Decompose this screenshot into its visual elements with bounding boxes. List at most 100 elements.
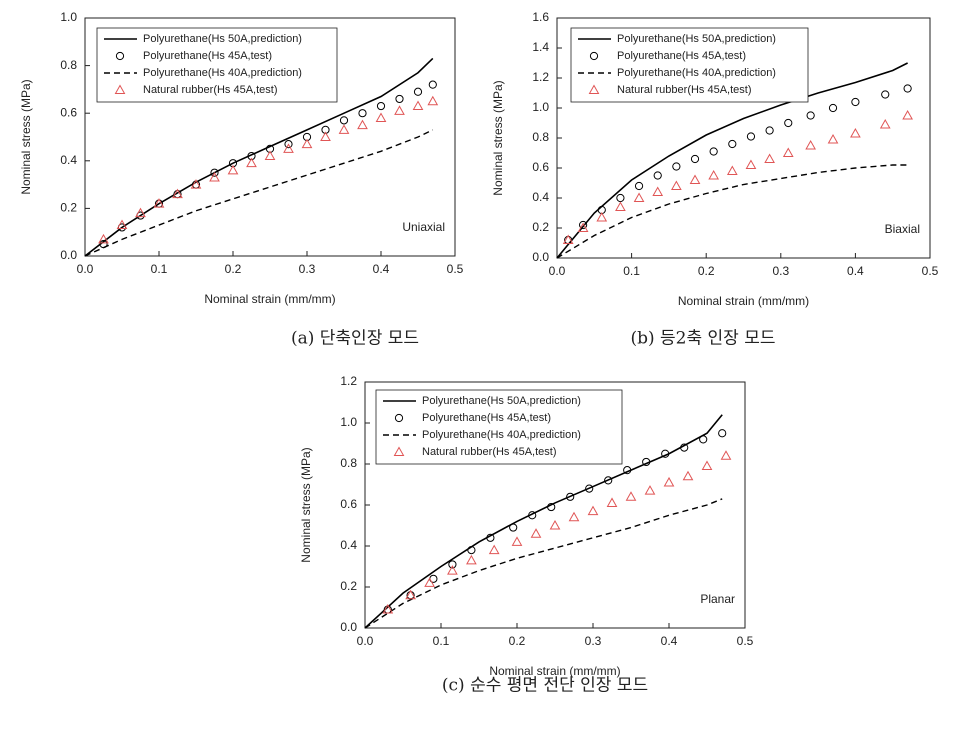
legend-label: Polyurethane(Hs 40A,prediction) [422,429,581,441]
marker [424,577,435,587]
marker [412,100,424,111]
caption: (c) 순수 평면 전단 인장 모드 [442,676,648,696]
legend-label: Polyurethane(Hs 40A,prediction) [617,67,776,79]
marker [405,589,416,600]
marker [320,131,331,141]
y-tick-label: 0.6 [532,160,549,174]
legend-box [570,27,809,103]
marker [745,159,757,169]
marker [623,466,632,475]
marker [172,188,183,199]
x-tick-label: 0.1 [151,262,168,276]
y-tick-label: 1.4 [532,40,549,54]
marker [284,140,293,149]
x-tick-label: 0.5 [737,634,754,648]
marker [190,179,202,189]
marker [672,162,681,171]
y-axis-title: Nominal stress (MPa) [19,79,33,194]
x-tick-label: 0.2 [698,264,715,278]
marker [528,511,537,520]
legend-label: Polyurethane(Hs 40A,prediction) [143,67,302,79]
marker [606,497,618,507]
marker [547,502,556,512]
y-tick-label: 1.2 [532,70,549,84]
marker [827,133,839,144]
marker [784,118,793,128]
marker [720,450,732,460]
marker [690,154,700,164]
marker [116,219,128,230]
x-tick-label: 0.3 [299,262,316,276]
x-tick-label: 0.5 [447,262,464,276]
caption: (b) 등2축 인장 모드 [630,329,775,349]
marker [604,476,613,485]
y-axis-title: Nominal stress (MPa) [491,80,505,195]
marker [577,222,589,232]
caption: (a) 단축인장 모드 [291,329,419,349]
marker [579,220,588,230]
marker [718,429,727,438]
marker [466,554,477,565]
x-tick-label: 0.4 [373,262,390,276]
marker [585,484,594,493]
marker [566,492,575,501]
marker [210,168,219,177]
legend-box [96,27,338,103]
y-axis-title: Nominal stress (MPa) [299,447,313,562]
marker [447,565,458,575]
marker [486,533,495,542]
y-tick-label: 0.2 [532,220,549,234]
marker [782,147,794,157]
marker [625,491,637,501]
marker [850,127,861,138]
marker [339,116,349,125]
marker [395,94,404,104]
marker [301,138,313,149]
marker [680,443,689,452]
marker [701,460,713,471]
y-tick-label: 1.0 [60,10,77,24]
marker [764,153,775,163]
marker [902,109,913,120]
y-tick-label: 0.4 [532,190,549,204]
y-tick-label: 1.0 [340,415,357,429]
marker [596,211,608,222]
series-line [84,129,434,257]
annotation: Biaxial [885,222,920,236]
marker [663,476,675,487]
marker [806,111,815,120]
x-tick-label: 0.4 [847,264,864,278]
y-tick-label: 0.4 [340,538,357,552]
y-tick-label: 0.2 [340,579,357,593]
legend-swatch [588,84,600,94]
marker [246,157,257,168]
marker [562,234,574,244]
marker [394,105,405,115]
legend-swatch [115,51,125,61]
x-tick-label: 0.5 [922,264,939,278]
marker [709,147,718,156]
marker [488,544,500,555]
y-tick-label: 0.6 [60,105,77,119]
x-tick-label: 0.1 [623,264,640,278]
series-line [364,498,723,629]
x-tick-label: 0.1 [433,634,450,648]
plot-frame [84,17,456,257]
marker [616,193,625,203]
marker [587,505,599,516]
marker [805,139,816,150]
x-axis-title: Nominal strain (mm/mm) [204,292,335,306]
x-tick-label: 0.4 [661,634,678,648]
marker [765,126,774,135]
marker [689,174,701,184]
marker [568,511,580,522]
marker [338,124,350,134]
series-line [364,414,723,629]
annotation: Uniaxial [402,220,445,234]
marker [357,119,368,130]
marker [682,470,694,481]
marker [653,171,662,180]
legend-label: Polyurethane(Hs 45A,test) [143,50,272,62]
y-tick-label: 0.2 [60,201,77,215]
